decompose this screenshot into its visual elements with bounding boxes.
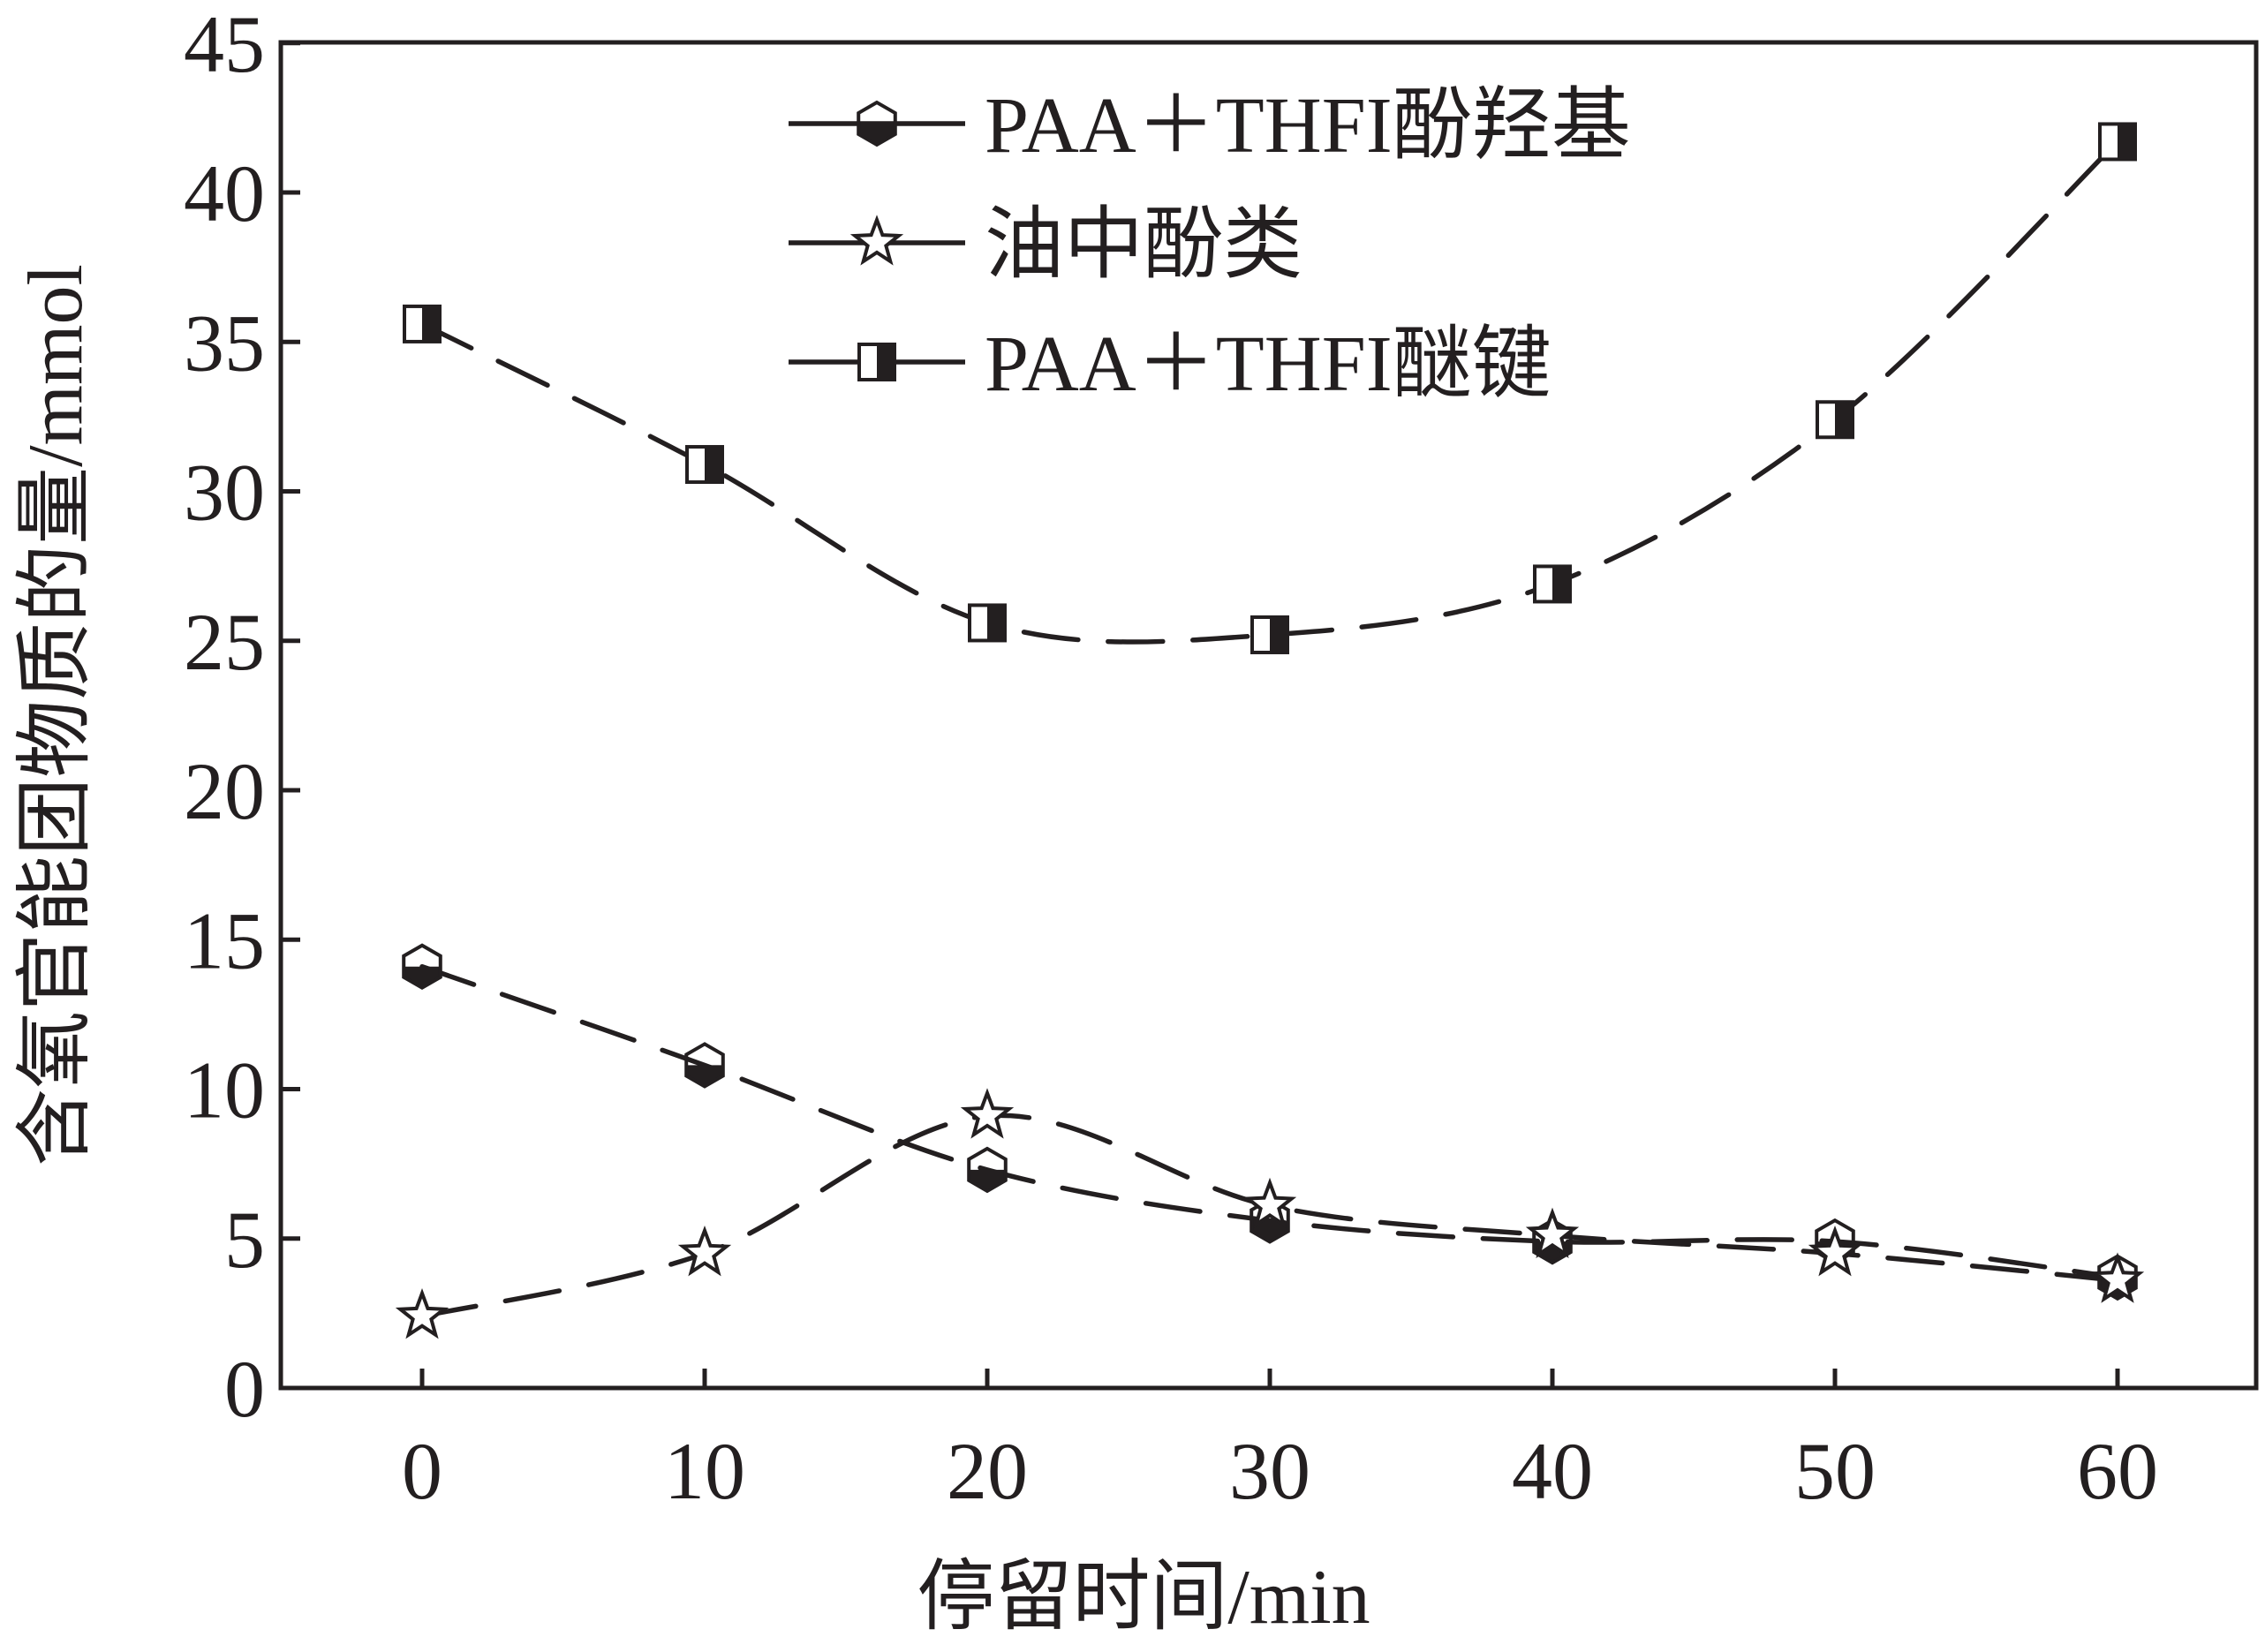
legend-label: PAA＋THFI醚键	[985, 321, 1552, 408]
hexagon-marker	[404, 946, 441, 988]
x-tick-label: 30	[1229, 1426, 1310, 1516]
square-marker	[1817, 402, 1853, 437]
legend-label: 油中酚类	[985, 201, 1302, 289]
x-tick-label: 20	[947, 1426, 1028, 1516]
legend-hexagon-marker	[858, 102, 895, 145]
y-tick-label: 40	[184, 148, 265, 238]
star-marker	[965, 1093, 1008, 1135]
y-tick-label: 10	[184, 1045, 265, 1135]
legend-star-marker	[855, 220, 898, 261]
fit-curves	[422, 141, 2118, 1316]
y-tick-label: 0	[224, 1344, 265, 1434]
star-marker	[1813, 1231, 1856, 1272]
x-axis-title: 停留时间/min	[917, 1555, 1370, 1641]
y-tick-label: 15	[184, 895, 265, 985]
square-marker	[2100, 124, 2135, 159]
square-marker	[1535, 566, 1570, 601]
y-tick-label: 35	[184, 298, 265, 388]
x-tick-label: 50	[1794, 1426, 1876, 1516]
x-tick-label: 10	[664, 1426, 745, 1516]
data-markers	[400, 124, 2139, 1334]
y-tick-label: 20	[184, 746, 265, 836]
x-tick-label: 0	[402, 1426, 442, 1516]
star-marker	[683, 1231, 726, 1272]
legend-square-marker	[859, 344, 895, 380]
y-tick-label: 45	[184, 0, 265, 89]
square-marker	[404, 306, 440, 342]
square-marker	[1252, 617, 1287, 653]
square-marker	[687, 447, 722, 482]
legend-label: PAA＋THFI酚羟基	[985, 82, 1631, 170]
hexagon-marker	[969, 1149, 1006, 1191]
x-tick-label: 60	[2077, 1426, 2158, 1516]
star-marker	[400, 1294, 443, 1335]
square-marker	[970, 605, 1005, 640]
y-tick-label: 30	[184, 448, 265, 538]
y-tick-label: 5	[224, 1195, 265, 1285]
y-tick-label: 25	[184, 597, 265, 687]
y-axis-title: 含氧官能团物质的量/mmol	[13, 264, 99, 1166]
x-axis-ticks: 0 10 20 30 40 50 60	[402, 1369, 2158, 1516]
x-tick-label: 40	[1512, 1426, 1593, 1516]
hexagon-marker	[686, 1044, 723, 1086]
